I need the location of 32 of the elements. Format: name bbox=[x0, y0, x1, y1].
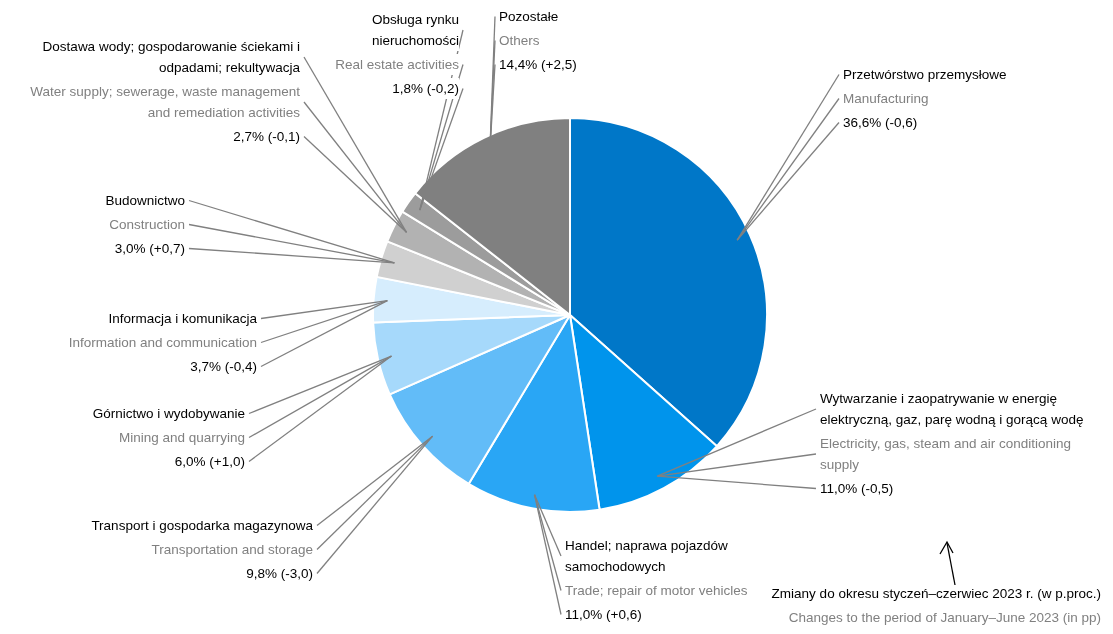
data-label: 3,0% (+0,7) bbox=[114, 238, 185, 259]
slice-label: Handel; naprawa pojazdów samochodowych bbox=[565, 535, 765, 577]
data-label: 36,6% (-0,6) bbox=[843, 112, 918, 133]
slice-label: Obsługa rynku nieruchomości bbox=[309, 9, 459, 51]
slice-label: Dostawa wody; gospodarowanie ściekami i odpadami; rekultywacja bbox=[30, 36, 300, 78]
data-label: 2,7% (-0,1) bbox=[233, 126, 300, 147]
text: Information and communication bbox=[68, 332, 257, 353]
data-label: 14,4% (+2,5) bbox=[499, 54, 577, 75]
text: Changes to the period of January–June 2023 (in pp) bbox=[787, 609, 1101, 627]
data-label: 11,0% (+0,6) bbox=[565, 604, 642, 625]
slice-label: Wytwarzanie i zaopatrywanie w energię elektryczną, gaz, parę wodną i gorącą wodę bbox=[820, 388, 1090, 430]
slice-label: Przetwórstwo przemysłowe bbox=[843, 64, 1007, 85]
slice-label: Informacja i komunikacja bbox=[108, 308, 257, 329]
slice-label: Pozostałe bbox=[499, 6, 559, 27]
text: Others bbox=[499, 30, 540, 51]
data-label: 11,0% (-0,5) bbox=[820, 478, 894, 499]
text: Transportation and storage bbox=[151, 539, 313, 560]
text: Real estate activities bbox=[335, 54, 459, 75]
data-label: 9,8% (-3,0) bbox=[246, 563, 313, 584]
text: Trade; repair of motor vehicles bbox=[565, 580, 748, 601]
text: Zmiany do okresu styczeń–czerwiec 2023 r. (w p.proc.) bbox=[771, 585, 1101, 603]
text: Mining and quarrying bbox=[118, 427, 245, 448]
data-label: 1,8% (-0,2) bbox=[392, 78, 459, 99]
data-label: 6,0% (+1,0) bbox=[174, 451, 245, 472]
slice-label: Transport i gospodarka magazynowa bbox=[91, 515, 313, 536]
text: Electricity, gas, steam and air conditioning supply bbox=[820, 433, 1090, 475]
text: Manufacturing bbox=[843, 88, 929, 109]
data-label: 3,7% (-0,4) bbox=[190, 356, 257, 377]
slice-label: Górnictwo i wydobywanie bbox=[92, 403, 245, 424]
text: Water supply; sewerage, waste management and remediation activities bbox=[30, 81, 300, 123]
slice-label: Budownictwo bbox=[105, 190, 185, 211]
text: Construction bbox=[109, 214, 185, 235]
